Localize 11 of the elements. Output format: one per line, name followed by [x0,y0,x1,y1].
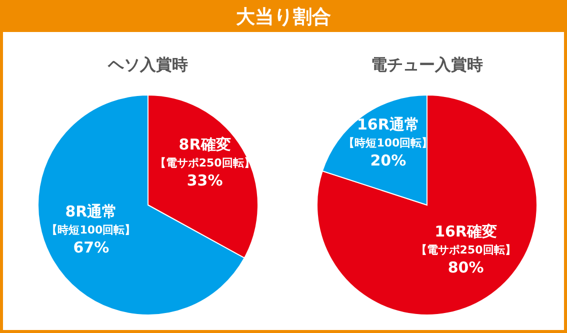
slice-label: 16R確変【電サポ250回転】 [416,222,516,256]
text: 大当り割合 [236,6,331,28]
chart-title: ヘソ入賞時 [107,55,188,74]
data-label: 33% [186,171,223,190]
slice-label: 8R通常【時短100回転】 [46,202,136,237]
data-label: 80% [448,258,484,276]
chart-title: 電チュー入賞時 [371,55,483,74]
pie-slice [316,94,538,316]
slice-label: 16R通常【時短100回転】 [344,116,433,150]
data-label: 67% [73,238,110,257]
data-label: 20% [370,152,406,170]
